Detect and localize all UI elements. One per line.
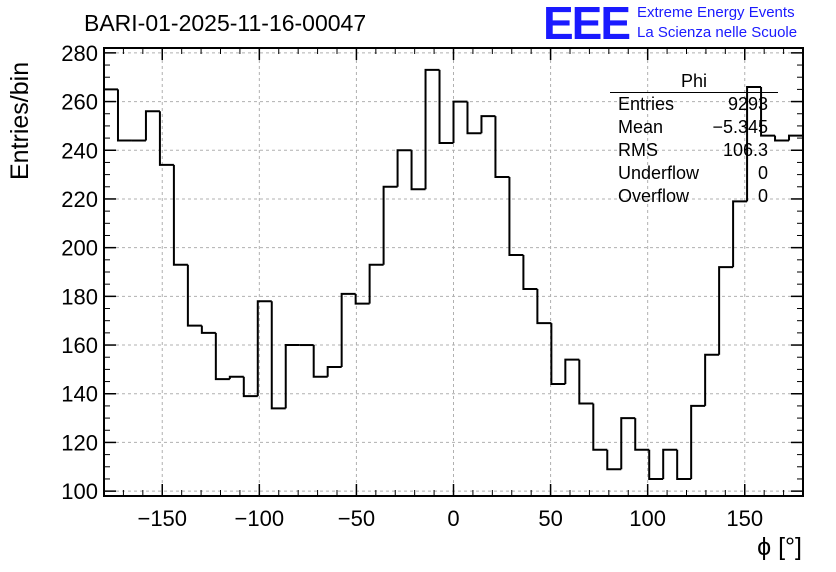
histogram-bin xyxy=(424,68,440,190)
histogram-bin xyxy=(214,332,230,381)
x-tick-label: −100 xyxy=(235,506,285,531)
histogram-bin xyxy=(494,116,510,179)
x-tick-label: −150 xyxy=(137,506,187,531)
histogram-bin xyxy=(452,100,468,143)
stats-label: Overflow xyxy=(618,186,690,206)
y-tick-label: 180 xyxy=(61,284,98,309)
histogram-bin xyxy=(158,111,174,166)
histogram-bin xyxy=(284,344,300,409)
histogram-bin xyxy=(606,449,622,471)
axis-ticks xyxy=(103,48,804,496)
y-tick-label: 280 xyxy=(61,41,98,66)
histogram-bin xyxy=(690,404,706,479)
histogram-bin xyxy=(368,263,384,304)
histogram-bin xyxy=(676,449,692,480)
histogram-bin xyxy=(634,418,650,451)
histogram-bin xyxy=(186,264,202,327)
histogram-bin xyxy=(256,300,272,397)
histogram-bin xyxy=(592,403,608,451)
histogram-bin xyxy=(760,86,776,137)
histogram-bin xyxy=(662,448,678,479)
histogram-bin xyxy=(774,135,790,142)
y-tick-label: 160 xyxy=(61,333,98,358)
stats-value: 106.3 xyxy=(722,140,768,160)
histogram-bin xyxy=(466,101,482,135)
histogram-bin xyxy=(312,345,328,378)
histogram-bin xyxy=(732,200,748,268)
y-axis-label: Entries/bin xyxy=(6,61,34,180)
histogram-bin xyxy=(438,69,454,144)
histogram-bin xyxy=(536,289,552,325)
stats-label: Entries xyxy=(618,94,675,114)
logo-line-2: La Scienza nelle Scuole xyxy=(637,24,798,41)
stats-box: Phi Entries 9293 Mean −5.345 RMS 106.3 U… xyxy=(610,70,778,208)
eee-logo: EEE xyxy=(543,0,631,49)
stats-title: Phi xyxy=(610,70,778,93)
x-tick-label: 0 xyxy=(447,506,459,531)
histogram-bin xyxy=(578,359,594,405)
histogram-bin xyxy=(648,449,664,480)
stats-value: 0 xyxy=(757,186,768,206)
histogram-bin xyxy=(116,89,132,142)
stats-value: 0 xyxy=(757,163,768,183)
histogram-bin xyxy=(718,266,734,355)
y-tick-label: 200 xyxy=(61,236,98,261)
histogram-bin xyxy=(410,150,426,191)
stats-value: 9293 xyxy=(727,94,768,114)
axis-tick-labels: −150 −100 −50 0 50 100 150 100 120 140 160 180 200 22… xyxy=(61,41,763,531)
stats-label: RMS xyxy=(618,140,658,160)
histogram-bin xyxy=(564,358,580,384)
histogram-bin xyxy=(172,164,188,266)
histogram-bin xyxy=(550,323,566,385)
x-tick-label: 100 xyxy=(629,506,666,531)
y-tick-label: 260 xyxy=(61,90,98,115)
stats-row: Underflow 0 xyxy=(610,162,778,185)
y-tick-label: 220 xyxy=(61,187,98,212)
histogram-bin xyxy=(354,293,370,305)
y-tick-label: 140 xyxy=(61,382,98,407)
histogram-bin xyxy=(228,375,244,380)
stats-row: Mean −5.345 xyxy=(610,116,778,139)
chart-title: BARI-01-2025-11-16-00047 xyxy=(84,10,367,36)
histogram-bin xyxy=(144,110,160,141)
histogram-bin xyxy=(396,149,412,187)
histogram-bin xyxy=(522,254,538,291)
stats-row: Entries 9293 xyxy=(610,93,778,116)
stats-label: Underflow xyxy=(618,163,700,183)
histogram-bin xyxy=(270,301,286,410)
histogram-bin xyxy=(620,417,636,470)
histogram-bin xyxy=(746,85,762,202)
histogram-bin xyxy=(382,185,398,265)
histogram-bin xyxy=(200,325,216,334)
stats-row: Overflow 0 xyxy=(610,185,778,208)
histogram-bin xyxy=(326,365,342,377)
y-tick-label: 240 xyxy=(61,138,98,163)
histogram-bin xyxy=(788,134,803,141)
histogram-bin xyxy=(704,353,720,406)
stats-value: −5.345 xyxy=(712,117,768,137)
histogram-series xyxy=(104,68,803,480)
histogram-bin xyxy=(340,292,356,367)
x-tick-label: 150 xyxy=(726,506,763,531)
stats-row: RMS 106.3 xyxy=(610,139,778,162)
histogram-bin xyxy=(242,376,258,398)
x-tick-label: 50 xyxy=(538,506,562,531)
y-tick-label: 100 xyxy=(61,479,98,504)
y-tick-label: 120 xyxy=(61,430,98,455)
x-axis-label: ϕ [°] xyxy=(757,533,802,561)
x-tick-label: −50 xyxy=(338,506,375,531)
histogram-bin xyxy=(480,115,496,134)
stats-label: Mean xyxy=(618,117,664,137)
logo-line-1: Extreme Energy Events xyxy=(637,4,795,21)
histogram-bin xyxy=(508,177,524,256)
